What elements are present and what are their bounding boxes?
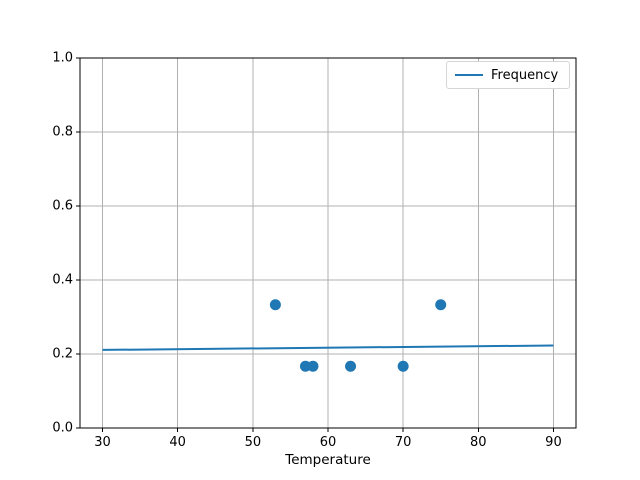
x-tick-label: 80 bbox=[470, 435, 487, 450]
x-tick-label: 40 bbox=[169, 435, 186, 450]
scatter-point bbox=[269, 299, 281, 311]
scatter-point bbox=[397, 360, 409, 372]
x-tick-label: 90 bbox=[545, 435, 562, 450]
x-tick-label: 70 bbox=[394, 435, 412, 450]
x-axis-label: Temperature bbox=[285, 452, 371, 468]
frequency-trend-line bbox=[102, 344, 554, 351]
legend[interactable]: Frequency bbox=[446, 61, 570, 89]
y-tick-label: 0.6 bbox=[52, 198, 73, 214]
scatter-point bbox=[307, 360, 319, 372]
x-tick-label: 50 bbox=[244, 435, 262, 450]
y-tick-label: 0.0 bbox=[52, 420, 73, 436]
y-tick-label: 1.0 bbox=[52, 50, 73, 66]
x-tick-label: 30 bbox=[94, 435, 111, 450]
legend-entry-label: Frequency bbox=[491, 67, 559, 83]
scatter-point bbox=[435, 299, 447, 311]
scatter-point bbox=[345, 360, 357, 372]
x-tick-label: 60 bbox=[319, 435, 337, 450]
y-tick-label: 0.4 bbox=[52, 272, 73, 288]
y-tick-label: 0.2 bbox=[52, 346, 73, 362]
y-tick-label: 0.8 bbox=[52, 124, 73, 140]
scatter-point bbox=[299, 360, 311, 372]
legend-line-icon bbox=[455, 74, 483, 76]
